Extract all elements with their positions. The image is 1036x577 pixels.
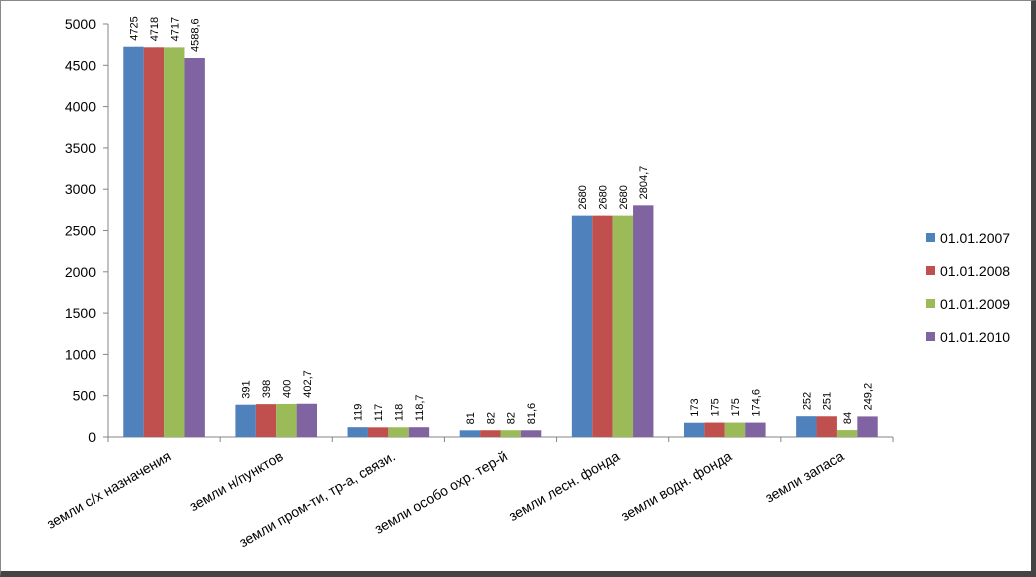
bar-data-label: 2680 — [618, 185, 630, 209]
bar — [164, 47, 185, 438]
bar-data-label: 118,7 — [414, 394, 426, 421]
bar — [796, 416, 817, 437]
x-category-label: земли водн. фонда — [618, 448, 734, 524]
bar-data-label: 84 — [842, 412, 854, 424]
bar — [857, 416, 878, 437]
bar-data-label: 2680 — [597, 185, 609, 209]
bar-data-label: 82 — [485, 412, 497, 424]
legend-label: 01.01.2010 — [940, 329, 1010, 345]
bar — [816, 416, 837, 437]
bar-data-label: 251 — [822, 392, 834, 410]
bar-data-label: 117 — [373, 404, 385, 422]
bar-data-label: 402,7 — [302, 370, 314, 398]
x-axis: земли с/х назначения земли н/пунктов земли… — [44, 436, 894, 550]
bar — [480, 430, 501, 437]
bar-data-label: 174,6 — [750, 389, 762, 417]
bar — [276, 403, 297, 437]
bar-data-label: 252 — [801, 392, 813, 410]
bars — [123, 46, 878, 438]
bar — [571, 215, 593, 437]
bar-data-label: 2680 — [577, 185, 589, 209]
bar — [296, 403, 318, 437]
legend-label: 01.01.2007 — [940, 230, 1010, 246]
bar-data-label: 175 — [730, 398, 742, 416]
data-labels: 4725 391 119 81 2680 173 252 4718 398 117 82 2680 17… — [128, 16, 874, 424]
bar-data-label: 81 — [465, 412, 477, 424]
bar-data-label: 400 — [281, 380, 293, 398]
bar-data-label: 173 — [689, 398, 701, 416]
bar-data-label: 391 — [241, 380, 253, 398]
bar — [123, 46, 144, 438]
bar — [459, 430, 481, 437]
bar — [367, 427, 389, 437]
bar-data-label: 119 — [353, 404, 365, 422]
legend-label: 01.01.2009 — [940, 296, 1010, 312]
bar — [143, 47, 165, 437]
y-tick-label: 2000 — [65, 264, 96, 280]
bar — [724, 422, 746, 437]
bar — [408, 427, 430, 437]
legend: 01.01.2007 01.01.2008 01.01.2009 01.01.2010 — [910, 217, 1030, 354]
y-tick-label: 1500 — [65, 305, 96, 321]
bar-data-label: 4588,6 — [190, 18, 202, 52]
y-tick-label: 2500 — [65, 223, 96, 239]
bar-data-label: 118 — [394, 404, 406, 422]
y-tick-label: 1000 — [65, 346, 96, 362]
y-tick-label: 500 — [73, 388, 97, 404]
bar — [612, 215, 634, 437]
y-tick-label: 0 — [88, 429, 96, 445]
bar-data-label: 82 — [506, 412, 518, 424]
x-category-label: земли запаса — [762, 448, 846, 506]
y-tick-label: 4500 — [65, 57, 96, 73]
x-category-label: земли с/х назначения — [44, 448, 174, 532]
y-tick-label: 5000 — [65, 16, 96, 32]
legend-swatch — [926, 299, 935, 308]
bar — [255, 404, 277, 437]
bar — [836, 430, 858, 437]
bar-data-label: 4717 — [169, 17, 181, 41]
bar — [184, 57, 205, 438]
bar — [520, 430, 542, 437]
legend-label: 01.01.2008 — [940, 263, 1010, 279]
bar-data-label: 249,2 — [863, 383, 875, 411]
y-tick-label: 3500 — [65, 140, 96, 156]
bar — [235, 404, 256, 437]
legend-swatch — [926, 332, 935, 341]
bar — [388, 427, 409, 437]
bar — [633, 205, 654, 437]
bar — [347, 427, 368, 437]
y-tick-label: 4000 — [65, 99, 96, 115]
bar-data-label: 2804,7 — [638, 166, 650, 200]
bar — [745, 422, 766, 437]
y-tick-label: 3000 — [65, 181, 96, 197]
bar-data-label: 175 — [710, 398, 722, 416]
bar-data-label: 398 — [261, 380, 273, 398]
legend-swatch — [926, 233, 935, 242]
bar — [500, 430, 521, 437]
legend-swatch — [926, 266, 935, 275]
bar-data-label: 4725 — [128, 16, 140, 40]
bar-data-label: 4718 — [149, 17, 161, 41]
y-axis: 0 500 1000 1500 2000 2500 3000 3500 4000 4500 5000 — [65, 16, 109, 445]
x-category-label: земли н/пунктов — [187, 448, 286, 514]
bar — [683, 422, 705, 437]
x-category-label: земли лесн. фонда — [506, 448, 622, 524]
bar — [704, 422, 725, 437]
bar — [592, 215, 613, 437]
bar-data-label: 81,6 — [526, 403, 538, 424]
